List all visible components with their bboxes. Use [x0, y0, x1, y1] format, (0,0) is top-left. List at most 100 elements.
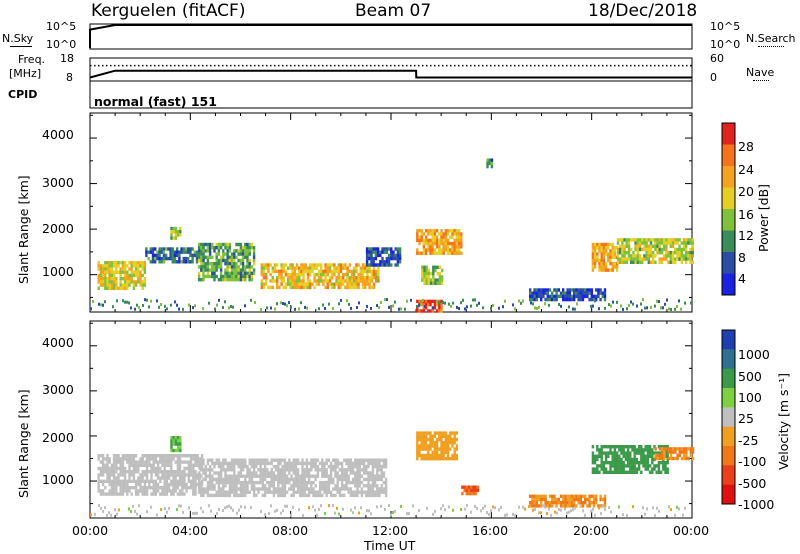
heat-cell [423, 281, 426, 285]
heat-cell [354, 474, 357, 478]
power-colorbar-segment [722, 230, 735, 253]
heat-cell [611, 262, 614, 266]
heat-cell [353, 272, 356, 277]
heat-cell [292, 484, 295, 488]
heat-cell [636, 254, 639, 258]
heat-cell [211, 477, 214, 482]
heat-cell [615, 467, 619, 471]
heat-cell [306, 279, 310, 283]
heat-cell [624, 451, 628, 455]
heat-cell [646, 454, 650, 458]
heat-cell [123, 261, 127, 265]
heat-cell [373, 477, 377, 482]
heat-cell [533, 294, 536, 299]
heat-cell [467, 488, 471, 493]
heat-cell [102, 303, 104, 307]
heat-cell [143, 261, 147, 265]
heat-cell [241, 464, 245, 469]
heat-cell [564, 494, 567, 498]
heat-cell [689, 260, 692, 264]
heat-cell [669, 244, 672, 248]
heat-cell [108, 277, 111, 281]
heat-cell [233, 490, 236, 494]
heat-cell [206, 480, 210, 485]
heat-cell [246, 249, 249, 253]
heat-cell [128, 283, 131, 287]
heat-cell [196, 482, 199, 487]
heat-cell [119, 280, 122, 284]
heat-cell [171, 256, 174, 261]
heat-cell [197, 278, 201, 282]
heat-cell [301, 490, 304, 494]
heat-cell [386, 298, 388, 302]
heat-cell [531, 501, 534, 505]
heat-cell [601, 497, 604, 502]
heat-cell [518, 505, 520, 509]
heat-cell [609, 255, 612, 259]
heat-cell [358, 477, 361, 482]
heat-cell [217, 246, 221, 250]
heat-cell [592, 501, 596, 505]
heat-cell [643, 244, 646, 248]
heat-cell [200, 493, 203, 498]
heat-cell [451, 444, 454, 448]
heat-cell [123, 476, 127, 480]
heat-cell [394, 247, 397, 251]
heat-cell [128, 277, 131, 281]
heat-cell [337, 285, 340, 290]
heat-cell [326, 285, 329, 290]
heat-cell [580, 504, 582, 508]
heat-cell [117, 270, 120, 274]
heat-cell [542, 497, 545, 502]
heat-cell [246, 258, 249, 263]
heat-cell [311, 269, 314, 274]
heat-cell [637, 445, 641, 449]
heat-cell [309, 269, 312, 274]
heat-cell [378, 487, 381, 491]
heat-cell [383, 263, 386, 267]
heat-cell [324, 266, 327, 270]
heat-cell [310, 474, 313, 478]
power-heatmap [90, 158, 694, 313]
heat-cell [270, 468, 273, 472]
heat-cell [312, 464, 315, 469]
heat-cell [490, 307, 492, 311]
heat-cell [224, 268, 227, 272]
heat-cell [266, 487, 269, 491]
heat-cell [285, 480, 289, 485]
heat-cell [321, 487, 324, 491]
heat-cell [254, 301, 256, 304]
heat-cell [126, 479, 129, 483]
heat-cell [446, 251, 450, 255]
heat-cell [653, 445, 656, 449]
heat-cell [110, 277, 114, 281]
heat-cell [161, 492, 164, 496]
heat-cell [202, 461, 205, 466]
heat-cell [488, 161, 491, 166]
heat-cell [676, 247, 679, 252]
heat-cell [152, 470, 155, 474]
heat-cell [263, 493, 267, 498]
heat-cell [327, 484, 331, 488]
heat-cell [629, 467, 632, 471]
heat-cell [309, 272, 312, 277]
heat-cell [424, 251, 428, 255]
heat-cell [659, 461, 663, 465]
heat-cell [554, 510, 556, 514]
heat-cell [277, 468, 280, 472]
heat-cell [174, 470, 177, 474]
heat-cell [538, 305, 540, 309]
heat-cell [622, 470, 625, 474]
heat-cell [438, 251, 441, 255]
heat-cell [672, 456, 675, 461]
heat-cell [635, 470, 639, 474]
heat-cell [440, 444, 443, 448]
heat-cell [228, 274, 232, 279]
heat-cell [250, 461, 254, 466]
heat-cell [101, 270, 105, 274]
heat-cell [295, 282, 299, 286]
heat-cell [659, 470, 663, 474]
heat-cell [680, 307, 682, 311]
heat-cell [202, 490, 205, 494]
heat-cell [654, 456, 657, 461]
